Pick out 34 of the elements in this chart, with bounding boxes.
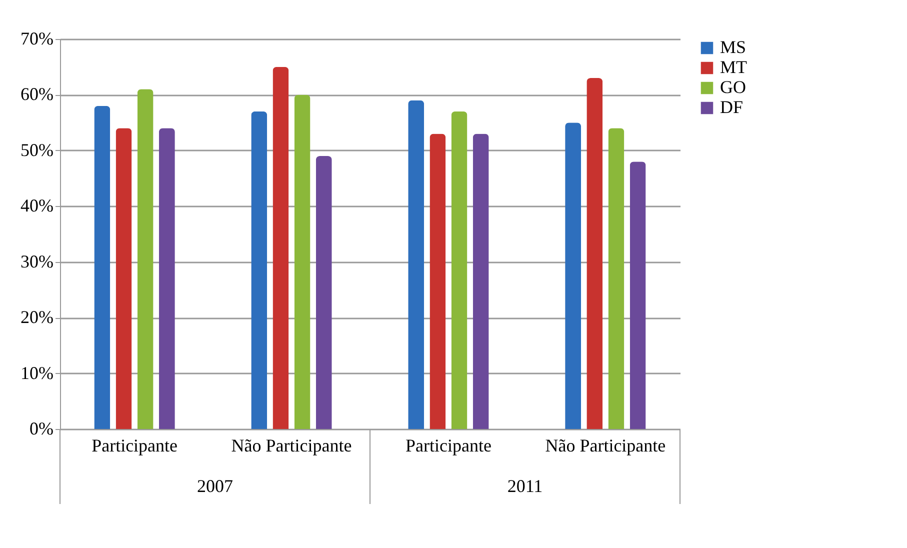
y-tick-label: 40%: [20, 196, 54, 216]
bar: [137, 89, 154, 429]
bar: [158, 128, 175, 429]
bar: [251, 111, 268, 429]
text: 2007: [197, 476, 233, 496]
legend-label: GO: [720, 77, 746, 97]
legend-label: MS: [720, 37, 746, 57]
bar: [565, 122, 582, 429]
text: 2011: [507, 476, 543, 496]
y-tick-label: 0%: [30, 418, 54, 438]
y-tick-label: 70%: [20, 28, 54, 48]
y-tick-label: 60%: [20, 84, 54, 104]
y-tick-label: 20%: [20, 307, 54, 328]
x-tick-label: Não Participante: [545, 436, 666, 456]
x-tick-label: Não Participante: [231, 436, 352, 456]
x-tick-label: Participante: [405, 436, 492, 456]
bar: [294, 94, 310, 429]
bar: [451, 111, 468, 429]
bar: [472, 134, 489, 429]
legend-label: MT: [720, 57, 748, 77]
bar: [94, 106, 110, 429]
bar: [316, 156, 332, 429]
bar: [630, 162, 646, 429]
bar: [272, 66, 289, 429]
legend-label: DF: [720, 97, 744, 117]
bar: [430, 134, 446, 429]
y-tick-label: 10%: [20, 362, 54, 383]
bar: [586, 78, 603, 429]
bar: [116, 128, 132, 429]
bar: [408, 100, 424, 429]
bar: [608, 128, 624, 429]
y-tick-label: 30%: [20, 251, 54, 272]
x-tick-label: Participante: [92, 436, 178, 456]
y-tick-label: 50%: [20, 140, 54, 160]
